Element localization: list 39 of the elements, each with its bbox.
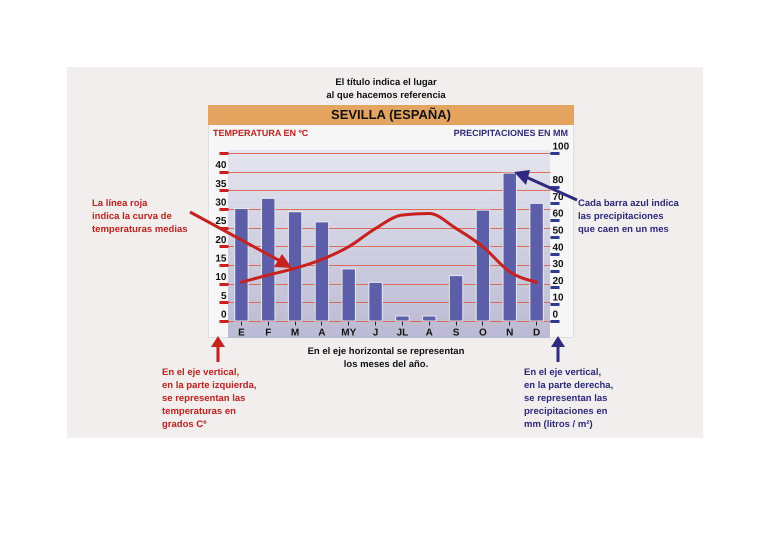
text: El título indica el lugar al que hacemos referencia bbox=[325, 76, 447, 102]
x-tick-label: MY bbox=[341, 328, 357, 338]
x-tick-label: E bbox=[238, 328, 246, 338]
x-tick-label: S bbox=[452, 328, 460, 338]
x-tick-label: A bbox=[318, 328, 326, 338]
x-tick-label: JL bbox=[396, 328, 408, 338]
x-tick-label: F bbox=[265, 328, 272, 338]
text: Cada barra azul indica las precipitaciones que caen en un mes bbox=[578, 197, 679, 236]
x-tick-label: A bbox=[426, 328, 433, 338]
y2-tick-label: 50 bbox=[552, 226, 564, 236]
y2-tick-label: 60 bbox=[552, 208, 564, 220]
text: En el eje vertical, en la parte derecha, se representan las precipitaciones en mm (litros / m²) bbox=[524, 366, 614, 431]
y2-tick-label: 40 bbox=[552, 242, 564, 254]
text: En el eje vertical, en la parte izquierda, se representan las temperaturas en grados Cº bbox=[162, 366, 256, 431]
y2-tick-label: 30 bbox=[552, 259, 564, 270]
y-axis-title: TEMPERATURA EN ºC bbox=[213, 128, 308, 138]
text: En el eje horizontal se representan los meses del año. bbox=[308, 346, 464, 370]
x-tick-label: J bbox=[372, 328, 378, 338]
y-tick-label: 10 bbox=[215, 272, 227, 284]
y-tick-label: 25 bbox=[215, 216, 227, 228]
y2-tick-label: 80 bbox=[552, 175, 564, 186]
y-tick-label: 20 bbox=[215, 234, 227, 246]
y-tick-label: 0 bbox=[220, 310, 227, 320]
y-tick-label: 35 bbox=[215, 178, 227, 190]
y2-axis-title: PRECIPITACIONES EN MM bbox=[454, 128, 568, 138]
y2-tick-label: 100 bbox=[552, 142, 570, 152]
y-tick-label: 30 bbox=[215, 198, 227, 208]
y-tick-label: 40 bbox=[215, 160, 227, 172]
y2-tick-label: 10 bbox=[552, 292, 564, 304]
y-tick-label: 15 bbox=[215, 254, 227, 264]
x-tick-label: M bbox=[290, 328, 300, 338]
x-tick-label: O bbox=[479, 328, 488, 338]
x-tick-label: N bbox=[506, 328, 514, 338]
y-tick-label: 5 bbox=[220, 290, 227, 302]
y2-tick-label: 0 bbox=[552, 310, 558, 320]
y2-tick-label: 20 bbox=[552, 276, 564, 287]
chart-title: SEVILLA (ESPAÑA) bbox=[208, 105, 574, 125]
text: La línea roja indica la curva de temperaturas medias bbox=[92, 197, 188, 236]
x-tick-label: D bbox=[532, 328, 540, 338]
